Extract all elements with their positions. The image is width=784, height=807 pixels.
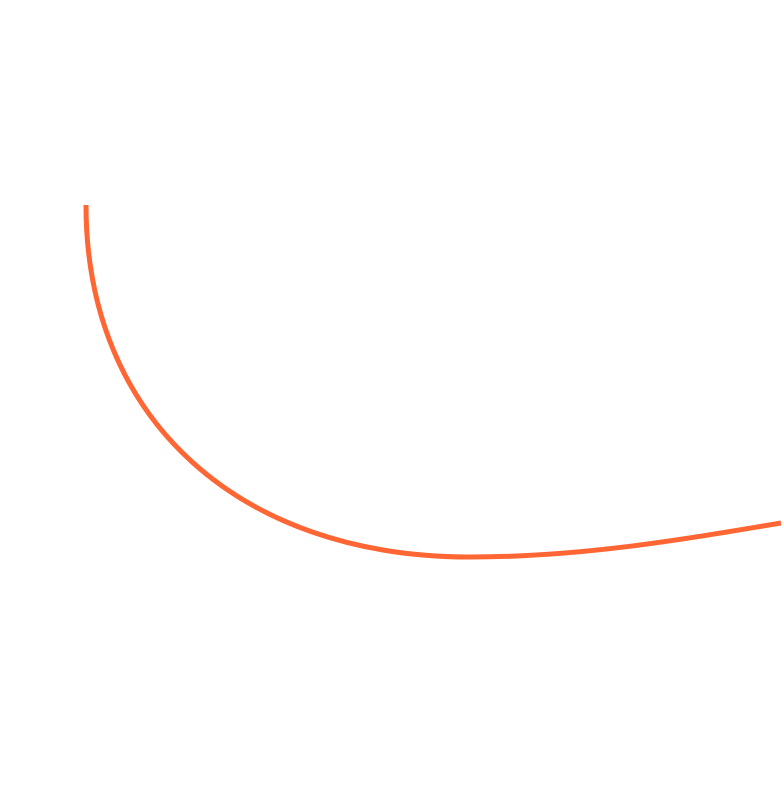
- orange-arc: [83, 204, 782, 560]
